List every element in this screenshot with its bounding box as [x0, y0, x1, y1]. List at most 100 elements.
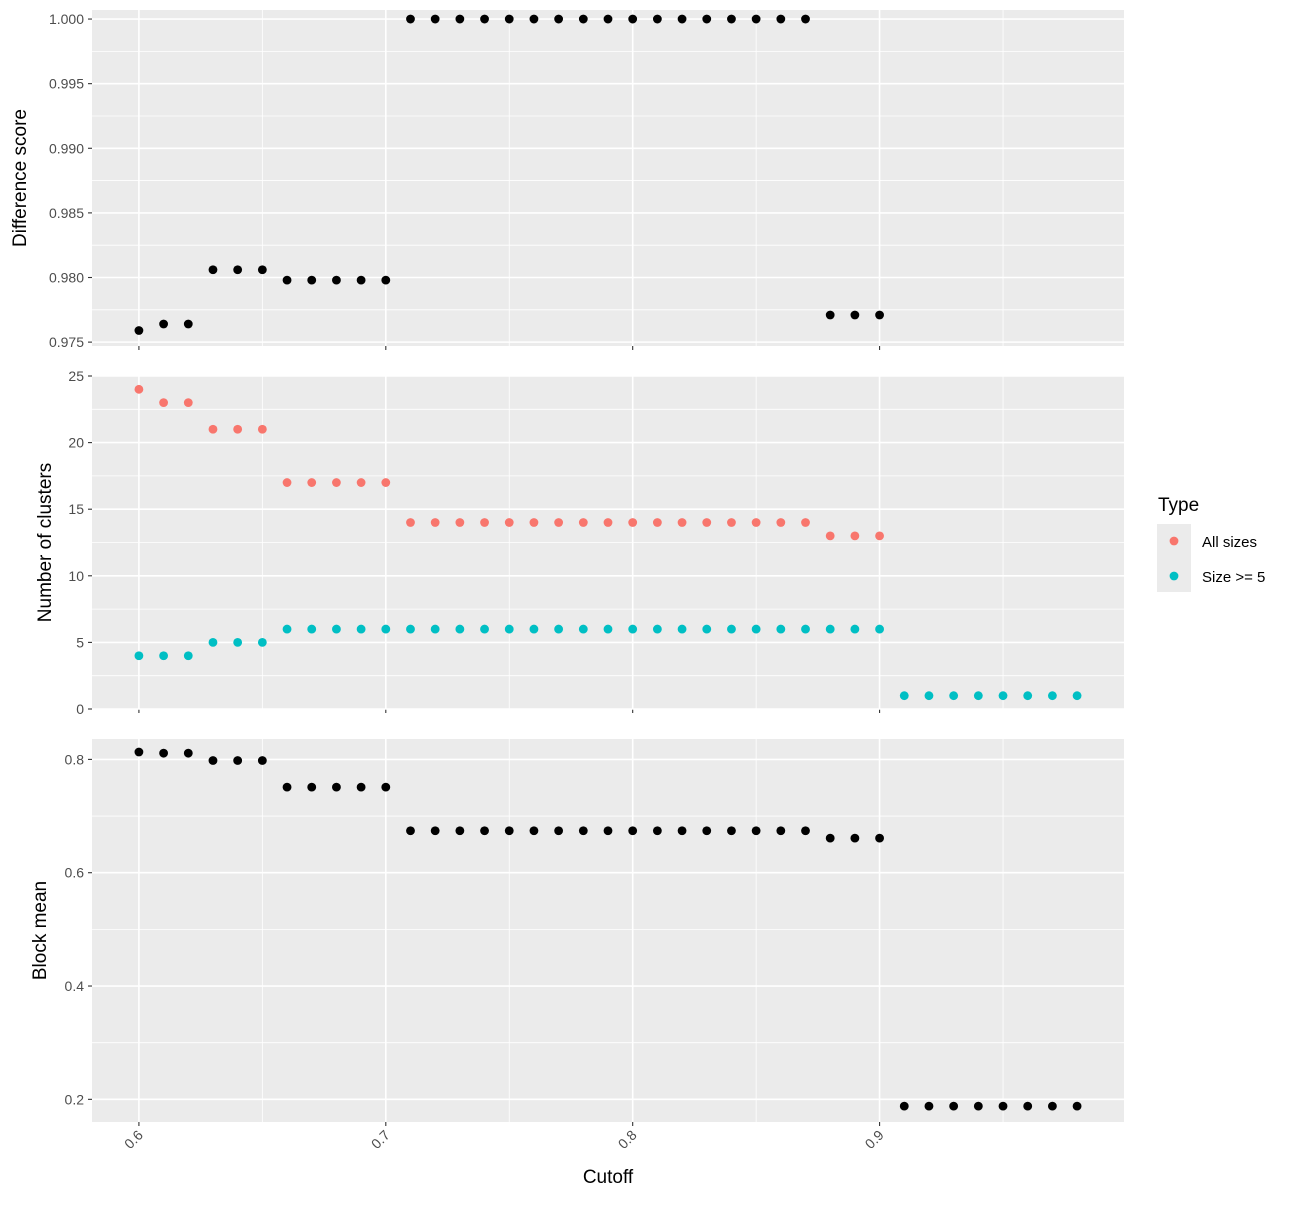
data-point: [159, 398, 168, 408]
data-point: [850, 833, 860, 843]
data-point: [134, 326, 144, 335]
data-point: [159, 748, 168, 758]
data-point: [208, 756, 218, 765]
data-point: [430, 14, 440, 24]
data-point: [455, 826, 465, 836]
data-point: [875, 833, 884, 843]
data-point: [257, 424, 267, 434]
y-tick-label: 0.975: [49, 334, 84, 350]
data-point: [776, 14, 786, 24]
data-point: [529, 826, 539, 836]
data-point: [282, 478, 292, 487]
data-point: [307, 275, 317, 285]
data-point: [504, 624, 514, 634]
data-point: [356, 624, 366, 634]
data-point: [134, 747, 144, 757]
data-point: [825, 531, 835, 541]
data-point: [875, 624, 884, 634]
y-tick-label: 0: [76, 701, 84, 717]
data-point: [949, 1101, 959, 1111]
data-point: [1023, 691, 1033, 701]
data-point: [504, 14, 514, 24]
data-point: [998, 1101, 1008, 1111]
data-point: [307, 782, 317, 792]
data-point: [455, 624, 465, 634]
data-point: [356, 782, 366, 792]
data-point: [307, 624, 317, 634]
data-point: [850, 310, 860, 320]
data-point: [208, 638, 218, 647]
data-point: [455, 518, 465, 527]
y-axis-title: Difference score: [10, 109, 31, 247]
data-point: [183, 319, 193, 329]
data-point: [751, 518, 761, 527]
data-point: [727, 14, 736, 24]
data-point: [751, 826, 761, 836]
data-point: [603, 826, 613, 836]
data-point: [603, 14, 613, 24]
data-point: [702, 826, 712, 836]
data-point: [430, 518, 440, 527]
x-tick-label: 0.8: [615, 1127, 640, 1152]
data-point: [899, 691, 909, 701]
data-point: [430, 624, 440, 634]
data-point: [406, 14, 415, 24]
data-point: [208, 265, 218, 275]
data-point: [381, 478, 391, 487]
data-point: [406, 518, 415, 527]
data-point: [332, 478, 341, 487]
data-point: [850, 531, 860, 541]
data-point: [751, 624, 761, 634]
data-point: [801, 624, 810, 634]
y-tick-label: 0.8: [65, 751, 85, 767]
data-point: [134, 384, 144, 394]
x-tick-label: 0.6: [121, 1127, 146, 1152]
data-point: [282, 275, 292, 285]
data-point: [825, 310, 835, 320]
y-tick-label: 20: [68, 435, 84, 451]
data-point: [1072, 691, 1082, 701]
data-point: [801, 14, 810, 24]
y-tick-label: 0.4: [65, 978, 85, 994]
y-axis-title: Block mean: [30, 881, 51, 980]
data-point: [529, 14, 539, 24]
x-axis: 0.6 0.7 0.8 0.9: [121, 1127, 887, 1152]
legend-label-size5: Size >= 5: [1202, 569, 1265, 586]
y-tick-label: 5: [76, 634, 84, 650]
y-tick-label: 0.6: [65, 865, 85, 881]
data-point: [554, 624, 564, 634]
data-point: [480, 826, 489, 836]
legend-key-all-sizes: [1169, 536, 1179, 546]
data-point: [332, 624, 341, 634]
legend-title: Type: [1158, 495, 1199, 516]
data-point: [282, 624, 292, 634]
y-tick-label: 0.980: [49, 270, 84, 286]
data-point: [973, 691, 983, 701]
data-point: [801, 826, 810, 836]
data-point: [801, 518, 810, 527]
legend: Type All sizes Size >= 5: [1157, 495, 1265, 592]
y-tick-label: 0.990: [49, 140, 84, 156]
data-point: [603, 518, 613, 527]
data-point: [406, 826, 415, 836]
y-axis-title: Number of clusters: [35, 463, 56, 622]
y-tick-label: 0.985: [49, 205, 84, 221]
y-tick-label: 0.2: [65, 1091, 85, 1107]
data-point: [554, 518, 564, 527]
data-point: [628, 826, 638, 836]
data-point: [677, 826, 687, 836]
data-point: [1023, 1101, 1033, 1111]
data-point: [455, 14, 465, 24]
data-point: [776, 624, 786, 634]
data-point: [578, 518, 588, 527]
data-point: [924, 691, 934, 701]
data-point: [652, 518, 662, 527]
data-point: [257, 265, 267, 275]
data-point: [282, 782, 292, 792]
data-point: [1048, 691, 1057, 701]
data-point: [480, 624, 489, 634]
data-point: [504, 518, 514, 527]
data-point: [554, 826, 564, 836]
data-point: [973, 1101, 983, 1111]
data-point: [924, 1101, 934, 1111]
